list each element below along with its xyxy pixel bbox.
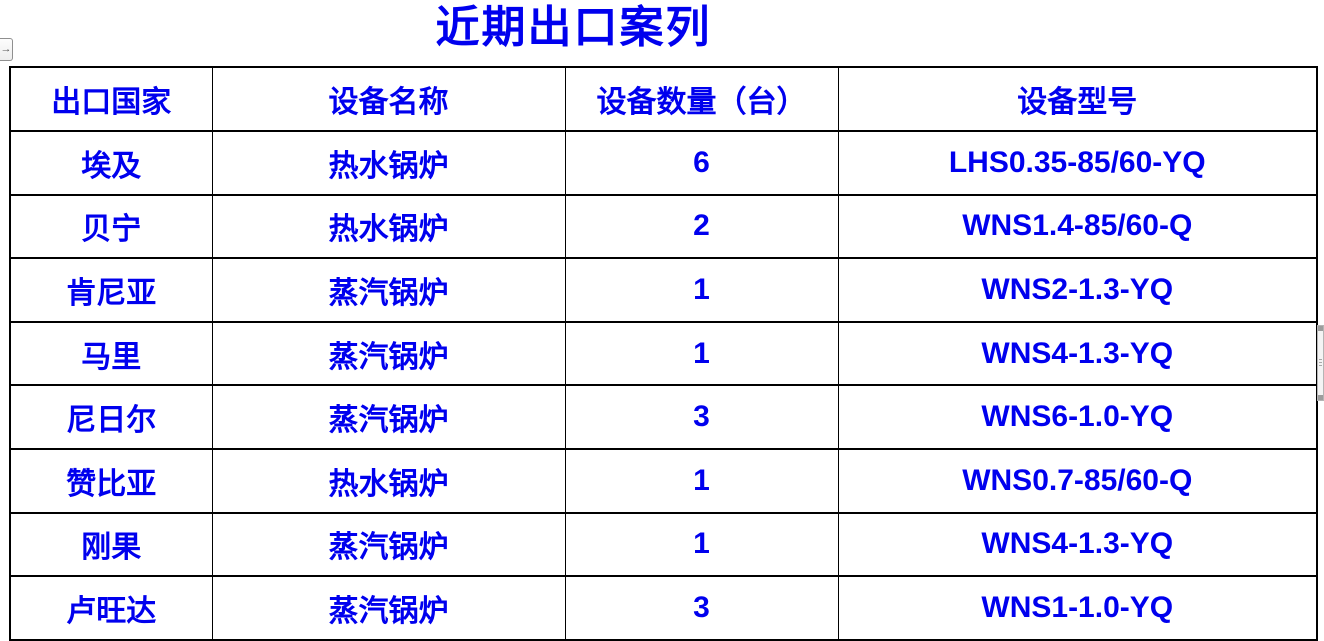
quantity-cell: 2 bbox=[564, 193, 839, 260]
model-cell: LHS0.35-85/60-YQ bbox=[837, 130, 1318, 196]
table-row: 埃及 热水锅炉 6 LHS0.35-85/60-YQ bbox=[9, 130, 1318, 196]
equipment-name-cell: 蒸汽锅炉 bbox=[211, 511, 566, 578]
quantity-cell: 6 bbox=[564, 130, 839, 196]
equipment-name-cell: 热水锅炉 bbox=[211, 193, 566, 260]
column-header-model: 设备型号 bbox=[837, 66, 1318, 132]
quantity-cell: 1 bbox=[564, 511, 839, 578]
country-cell: 肯尼亚 bbox=[9, 257, 213, 323]
equipment-name-cell: 蒸汽锅炉 bbox=[211, 320, 566, 387]
country-cell: 卢旺达 bbox=[9, 575, 213, 641]
quantity-cell: 1 bbox=[564, 447, 839, 514]
scrollbar-cap-top bbox=[1318, 326, 1323, 331]
title-area: 近期出口案列 bbox=[0, 3, 1147, 52]
table-row: 贝宁 热水锅炉 2 WNS1.4-85/60-Q bbox=[9, 193, 1318, 260]
export-cases-table: 出口国家 设备名称 设备数量（台） 设备型号 埃及 热水锅炉 6 LHS0.35… bbox=[9, 66, 1318, 641]
quantity-cell: 3 bbox=[564, 575, 839, 641]
equipment-name-cell: 蒸汽锅炉 bbox=[211, 384, 566, 450]
equipment-name-cell: 蒸汽锅炉 bbox=[211, 575, 566, 641]
equipment-name-cell: 热水锅炉 bbox=[211, 447, 566, 514]
model-cell: WNS1-1.0-YQ bbox=[837, 575, 1318, 641]
country-cell: 刚果 bbox=[9, 511, 213, 578]
country-cell: 贝宁 bbox=[9, 193, 213, 260]
model-cell: WNS6-1.0-YQ bbox=[837, 384, 1318, 450]
scrollbar-cap-bottom bbox=[1318, 395, 1323, 400]
column-header-quantity: 设备数量（台） bbox=[564, 66, 839, 132]
quantity-cell: 3 bbox=[564, 384, 839, 450]
quantity-cell: 1 bbox=[564, 320, 839, 387]
scrollbar-grip-icon bbox=[1319, 359, 1322, 367]
model-cell: WNS4-1.3-YQ bbox=[837, 511, 1318, 578]
page-title: 近期出口案列 bbox=[435, 3, 712, 52]
country-cell: 埃及 bbox=[9, 130, 213, 196]
table-row: 马里 蒸汽锅炉 1 WNS4-1.3-YQ bbox=[9, 320, 1318, 387]
table-row: 尼日尔 蒸汽锅炉 3 WNS6-1.0-YQ bbox=[9, 384, 1318, 450]
model-cell: WNS1.4-85/60-Q bbox=[837, 193, 1318, 260]
table-row: 卢旺达 蒸汽锅炉 3 WNS1-1.0-YQ bbox=[9, 575, 1318, 641]
table-header-row: 出口国家 设备名称 设备数量（台） 设备型号 bbox=[9, 66, 1318, 132]
column-header-equipment-name: 设备名称 bbox=[211, 66, 566, 132]
country-cell: 马里 bbox=[9, 320, 213, 387]
arrow-right-icon: → bbox=[0, 43, 12, 55]
quantity-cell: 1 bbox=[564, 257, 839, 323]
model-cell: WNS0.7-85/60-Q bbox=[837, 447, 1318, 514]
table-row: 赞比亚 热水锅炉 1 WNS0.7-85/60-Q bbox=[9, 447, 1318, 514]
scroll-right-button[interactable]: → bbox=[0, 38, 13, 61]
table-row: 刚果 蒸汽锅炉 1 WNS4-1.3-YQ bbox=[9, 511, 1318, 578]
equipment-name-cell: 热水锅炉 bbox=[211, 130, 566, 196]
model-cell: WNS2-1.3-YQ bbox=[837, 257, 1318, 323]
country-cell: 赞比亚 bbox=[9, 447, 213, 514]
column-header-country: 出口国家 bbox=[9, 66, 213, 132]
country-cell: 尼日尔 bbox=[9, 384, 213, 450]
table-row: 肯尼亚 蒸汽锅炉 1 WNS2-1.3-YQ bbox=[9, 257, 1318, 323]
model-cell: WNS4-1.3-YQ bbox=[837, 320, 1318, 387]
vertical-scrollbar-thumb[interactable] bbox=[1317, 325, 1324, 401]
equipment-name-cell: 蒸汽锅炉 bbox=[211, 257, 566, 323]
